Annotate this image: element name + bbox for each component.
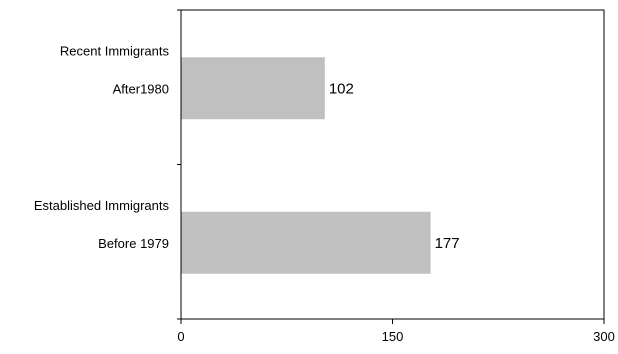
category-labels-layer: Recent Immigrants After1980 Established Im…: [34, 43, 170, 251]
x-tick-label-0: 0: [177, 329, 184, 344]
category-label-0-line-1: After1980: [113, 81, 169, 96]
bar-1: [181, 211, 431, 274]
category-label-0-line-0: Recent Immigrants: [60, 43, 170, 58]
bars-layer: 102 177: [181, 57, 460, 274]
x-tick-label-1: 150: [382, 329, 404, 344]
data-label-0: 102: [329, 80, 354, 97]
x-tick-label-2: 300: [593, 329, 615, 344]
category-label-1-line-0: Established Immigrants: [34, 198, 170, 213]
bar-0: [181, 57, 325, 120]
data-label-1: 177: [435, 235, 460, 252]
category-label-1-line-1: Before 1979: [98, 236, 169, 251]
axis-layer: 0 150 300: [177, 9, 615, 344]
